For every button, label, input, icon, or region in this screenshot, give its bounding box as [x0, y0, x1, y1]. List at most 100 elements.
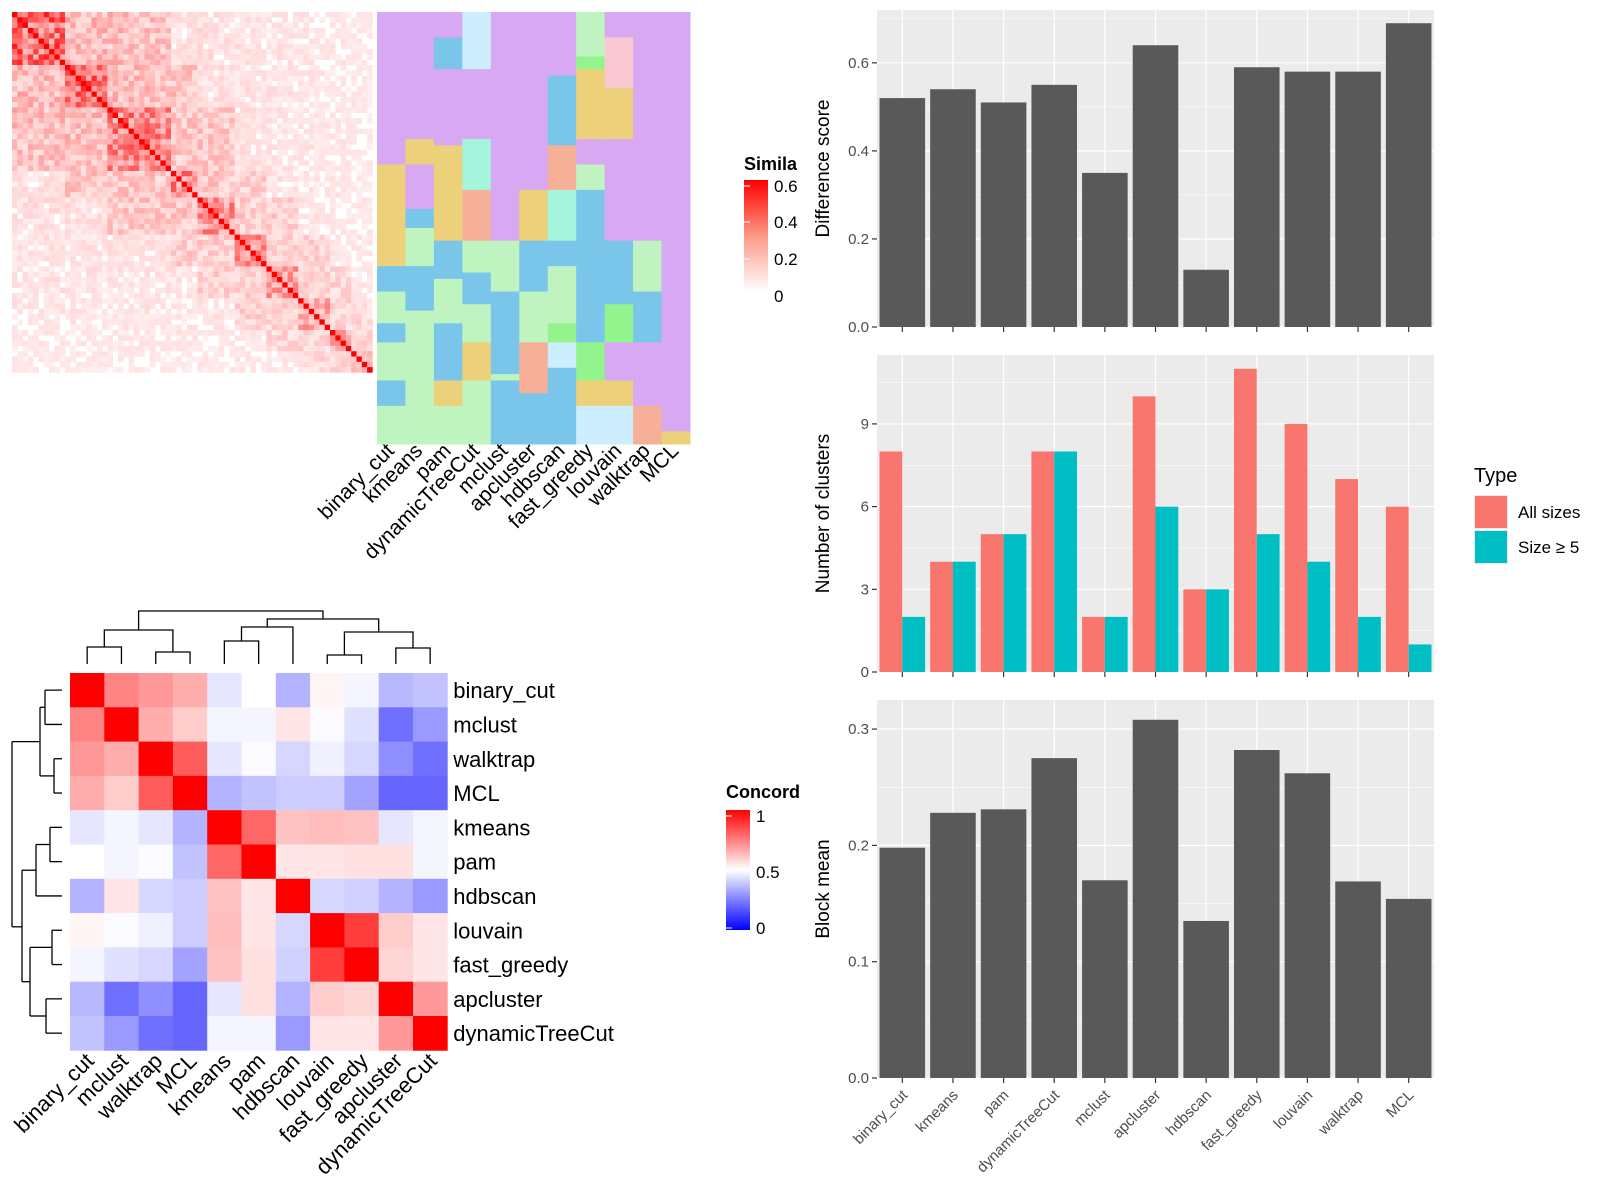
similarity-cell [107, 171, 113, 177]
similarity-cell [271, 277, 278, 283]
similarity-cell [176, 266, 182, 272]
similarity-cell [165, 80, 172, 87]
similarity-cell [218, 86, 225, 92]
similarity-cell [255, 176, 262, 182]
similarity-cell [33, 43, 39, 50]
similarity-cell [192, 59, 198, 66]
similarity-cell [86, 308, 92, 315]
similarity-cell [102, 91, 108, 98]
similarity-cell [91, 59, 98, 66]
similarity-cell [314, 33, 320, 39]
similarity-cell [59, 43, 66, 50]
similarity-cell [75, 277, 82, 283]
similarity-cell [245, 102, 251, 108]
concordance-legend-title: Concord [726, 782, 800, 802]
similarity-cell [351, 319, 357, 325]
similarity-cell [229, 133, 235, 140]
similarity-cell [54, 139, 60, 145]
similarity-cell [17, 266, 23, 272]
similarity-cell [49, 324, 55, 331]
similarity-cell [266, 86, 272, 92]
similarity-cell [123, 123, 129, 129]
similarity-cell [160, 324, 166, 331]
similarity-cell [70, 271, 76, 278]
similarity-cell [43, 80, 50, 87]
similarity-cell [298, 54, 304, 60]
similarity-cell [224, 245, 230, 251]
similarity-cell [171, 277, 177, 283]
similarity-cell [149, 340, 156, 347]
similarity-cell [356, 361, 363, 368]
similarity-cell [165, 112, 172, 119]
similarity-cell [287, 144, 294, 151]
similarity-cell [266, 356, 272, 363]
similarity-cell [224, 229, 230, 235]
similarity-cell [91, 324, 98, 331]
similarity-cell [340, 303, 347, 310]
similarity-cell [80, 287, 87, 294]
similarity-cell [361, 292, 368, 299]
similarity-cell [324, 351, 331, 357]
similarity-cell [224, 335, 230, 341]
concordance-cell [70, 707, 105, 742]
similarity-cell [255, 261, 262, 267]
similarity-cell [208, 345, 214, 352]
column-dendrogram-branch [326, 654, 363, 664]
similarity-cell [292, 128, 299, 135]
similarity-cell [287, 345, 294, 352]
similarity-cell [155, 292, 161, 299]
similarity-cell [245, 340, 251, 347]
similarity-cell [43, 123, 50, 129]
similarity-cell [139, 255, 145, 262]
similarity-cell [70, 245, 76, 251]
similarity-cell [335, 361, 341, 368]
similarity-cell [213, 38, 219, 45]
similarity-cell [282, 139, 288, 145]
similarity-cell [266, 102, 272, 108]
similarity-cell [324, 192, 331, 198]
y-axis-title: Number of clusters [813, 434, 834, 593]
similarity-cell [298, 171, 304, 177]
similarity-cell [112, 80, 119, 87]
similarity-cell [202, 361, 209, 368]
similarity-cell [65, 139, 71, 145]
cluster-block [377, 266, 406, 293]
similarity-cell [308, 155, 315, 161]
similarity-cell [107, 54, 113, 60]
similarity-cell [91, 213, 98, 219]
similarity-cell [128, 65, 135, 71]
cluster-block [462, 240, 492, 273]
similarity-cell [149, 91, 156, 98]
similarity-cell [144, 91, 151, 98]
similarity-cell [12, 292, 18, 299]
similarity-cell [277, 266, 283, 272]
similarity-cell [65, 43, 71, 50]
similarity-cell [298, 351, 304, 357]
similarity-cell [308, 38, 315, 45]
similarity-cell [192, 308, 198, 315]
similarity-cell [107, 197, 113, 204]
similarity-cell [160, 149, 166, 156]
similarity-cell [255, 49, 262, 55]
similarity-cell [324, 144, 331, 151]
similarity-cell [335, 308, 341, 315]
similarity-cell [213, 261, 219, 267]
similarity-cell [308, 250, 315, 257]
similarity-cell [218, 292, 225, 299]
similarity-cell [292, 218, 299, 225]
similarity-cell [250, 298, 257, 304]
similarity-cell [65, 22, 71, 29]
similarity-cell [144, 292, 151, 299]
similarity-cell [91, 65, 98, 71]
similarity-cell [43, 234, 50, 241]
similarity-cell [165, 22, 172, 29]
similarity-cell [133, 54, 140, 60]
similarity-cell [335, 144, 341, 151]
similarity-cell [351, 75, 357, 82]
similarity-cell [287, 298, 294, 304]
similarity-cell [144, 324, 151, 331]
similarity-cell [33, 112, 39, 119]
similarity-cell [33, 144, 39, 151]
similarity-cell [266, 224, 272, 230]
similarity-cell [324, 107, 331, 113]
